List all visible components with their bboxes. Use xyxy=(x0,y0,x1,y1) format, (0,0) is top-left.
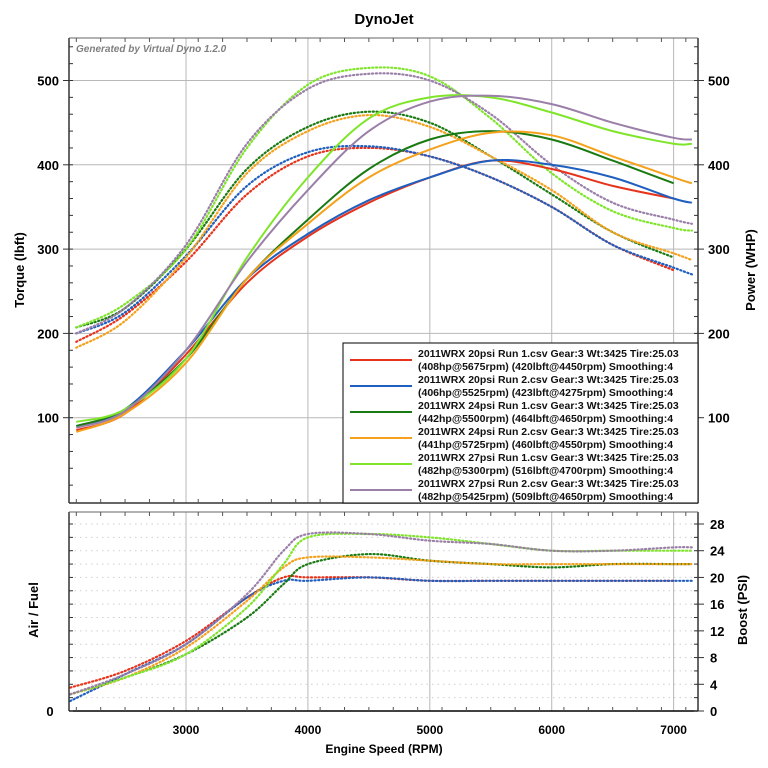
torque-curve-3 xyxy=(75,110,675,329)
tick-labels: 1002003004005001002003004005000481216202… xyxy=(37,74,729,738)
y-axis-label-afr: Air / Fuel xyxy=(26,582,41,638)
y-tick-label: 200 xyxy=(37,326,59,341)
y-axis-label-torque: Torque (lbft) xyxy=(12,232,27,308)
legend-summary-5: (482hp@5300rpm) (516lbft@4700rpm) Smooth… xyxy=(418,465,673,477)
legend-summary-6: (482hp@5425rpm) (509lbft@4650rpm) Smooth… xyxy=(418,491,673,503)
boost-curve-2 xyxy=(69,576,693,703)
torque-curve-2 xyxy=(75,144,693,335)
boost-tick-label: 12 xyxy=(710,624,724,639)
x-axis-label: Engine Speed (RPM) xyxy=(325,742,442,756)
boost-tick-label: 16 xyxy=(710,597,724,612)
boost-tick-label: 8 xyxy=(710,651,717,666)
bottom-plot-grid xyxy=(69,512,698,711)
legend-summary-4: (441hp@5725rpm) (460lbft@4550rpm) Smooth… xyxy=(418,439,673,451)
legend-label-2: 2011WRX 20psi Run 2.csv Gear:3 Wt:3425 T… xyxy=(418,374,679,386)
legend-label-5: 2011WRX 27psi Run 1.csv Gear:3 Wt:3425 T… xyxy=(418,452,679,464)
y2-tick-label: 100 xyxy=(708,411,730,426)
torque-curve-5 xyxy=(75,66,693,329)
legend-summary-2: (406hp@5525rpm) (423lbft@4275rpm) Smooth… xyxy=(418,387,673,399)
boost-tick-label: 24 xyxy=(710,544,725,559)
y2-tick-label: 500 xyxy=(708,74,730,89)
afr-zero-label: 0 xyxy=(46,704,53,719)
legend-label-3: 2011WRX 24psi Run 1.csv Gear:3 Wt:3425 T… xyxy=(418,400,679,412)
y2-tick-label: 300 xyxy=(708,242,730,257)
boost-curve-5 xyxy=(69,532,693,696)
x-tick-label: 6000 xyxy=(538,723,565,737)
y2-tick-label: 200 xyxy=(708,326,730,341)
chart-title: DynoJet xyxy=(354,11,413,28)
y-tick-label: 300 xyxy=(37,242,59,257)
axes xyxy=(63,37,704,712)
x-tick-label: 7000 xyxy=(660,723,687,737)
legend: 2011WRX 20psi Run 1.csv Gear:3 Wt:3425 T… xyxy=(342,342,699,504)
boost-curve-4 xyxy=(69,555,693,696)
power-curve-5 xyxy=(76,94,692,423)
power-curve-4 xyxy=(75,130,693,433)
boost-tick-label: 0 xyxy=(710,704,717,719)
legend-label-4: 2011WRX 24psi Run 2.csv Gear:3 Wt:3425 T… xyxy=(418,426,679,438)
legend-summary-1: (408hp@5675rpm) (420lbft@4450rpm) Smooth… xyxy=(418,361,673,373)
torque-curve-4 xyxy=(75,113,693,349)
y-tick-label: 500 xyxy=(37,74,59,89)
legend-box xyxy=(342,342,699,504)
y-tick-label: 400 xyxy=(37,158,59,173)
x-tick-label: 5000 xyxy=(416,723,443,737)
x-tick-label: 3000 xyxy=(173,723,200,737)
power-curve-1 xyxy=(75,159,674,432)
bottom-plot-curves xyxy=(69,531,693,703)
y2-axis-label-boost: Boost (PSI) xyxy=(735,575,750,645)
boost-tick-label: 28 xyxy=(710,517,724,532)
watermark: Generated by Virtual Dyno 1.2.0 xyxy=(76,44,227,55)
y2-tick-label: 400 xyxy=(708,158,730,173)
power-curve-6 xyxy=(75,94,692,429)
legend-summary-3: (442hp@5500rpm) (464lbft@4650rpm) Smooth… xyxy=(418,413,673,425)
torque-curve-6 xyxy=(75,72,693,335)
x-tick-label: 4000 xyxy=(295,723,322,737)
boost-curve-3 xyxy=(69,552,693,696)
legend-label-1: 2011WRX 20psi Run 1.csv Gear:3 Wt:3425 T… xyxy=(418,348,679,360)
boost-tick-label: 4 xyxy=(710,677,718,692)
y2-axis-label-power: Power (WHP) xyxy=(743,229,758,311)
top-plot-curves xyxy=(75,66,693,433)
legend-label-6: 2011WRX 27psi Run 2.csv Gear:3 Wt:3425 T… xyxy=(418,478,679,490)
boost-curve-6 xyxy=(69,531,693,696)
y-tick-label: 100 xyxy=(37,411,59,426)
boost-tick-label: 20 xyxy=(710,570,724,585)
